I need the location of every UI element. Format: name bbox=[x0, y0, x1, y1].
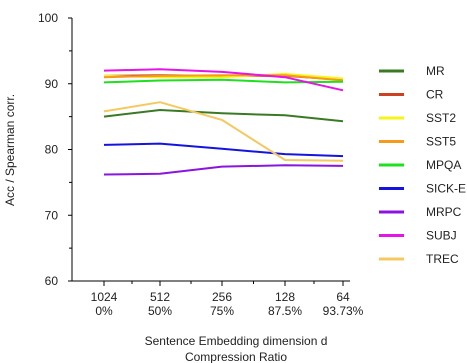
legend-label: MPQA bbox=[426, 158, 461, 172]
legend-label: MRPC bbox=[426, 205, 462, 219]
series-line-subj bbox=[103, 68, 344, 92]
y-axis-title: Acc / Spearman corr. bbox=[3, 94, 17, 206]
legend-label: SICK-E bbox=[426, 182, 466, 196]
y-tick-label: 70 bbox=[45, 208, 59, 222]
legend-label: SST2 bbox=[426, 111, 456, 125]
x-tick-label: 1024 bbox=[91, 290, 118, 304]
x-tick-label: 256 bbox=[212, 290, 232, 304]
x-tick-sublabel: 75% bbox=[210, 304, 234, 318]
x-tick-sublabel: 93.73% bbox=[323, 304, 364, 318]
series-lines bbox=[103, 68, 344, 176]
y-ticks: 60 70 80 90 100 bbox=[38, 11, 72, 288]
series-line-sst5 bbox=[103, 74, 344, 82]
series-line-trec bbox=[103, 101, 344, 162]
legend: MR CR SST2 SST5 MPQA SICK-E MRPC SUBJ TREC bbox=[379, 64, 466, 266]
legend-label: SST5 bbox=[426, 135, 456, 149]
x-tick-label: 64 bbox=[336, 290, 350, 304]
legend-label: SUBJ bbox=[426, 229, 457, 243]
y-tick-label: 100 bbox=[38, 11, 58, 25]
legend-label: TREC bbox=[426, 252, 459, 266]
x-tick-label: 512 bbox=[150, 290, 170, 304]
legend-label: MR bbox=[426, 64, 445, 78]
x-axis-title: Sentence Embedding dimension d bbox=[145, 334, 328, 348]
x-tick-label: 128 bbox=[275, 290, 295, 304]
x-tick-sublabel: 50% bbox=[148, 304, 172, 318]
legend-label: CR bbox=[426, 88, 444, 102]
x-tick-sublabel: 0% bbox=[95, 304, 113, 318]
x-axis-subtitle: Compression Ratio bbox=[185, 350, 287, 363]
y-tick-label: 80 bbox=[45, 143, 59, 157]
y-tick-label: 60 bbox=[45, 274, 59, 288]
x-tick-sublabel: 87.5% bbox=[268, 304, 302, 318]
series-line-mrpc bbox=[103, 164, 344, 176]
series-line-sick-e bbox=[103, 142, 344, 158]
y-tick-label: 90 bbox=[45, 77, 59, 91]
series-line-mr bbox=[103, 109, 344, 123]
chart-axes bbox=[71, 18, 350, 282]
